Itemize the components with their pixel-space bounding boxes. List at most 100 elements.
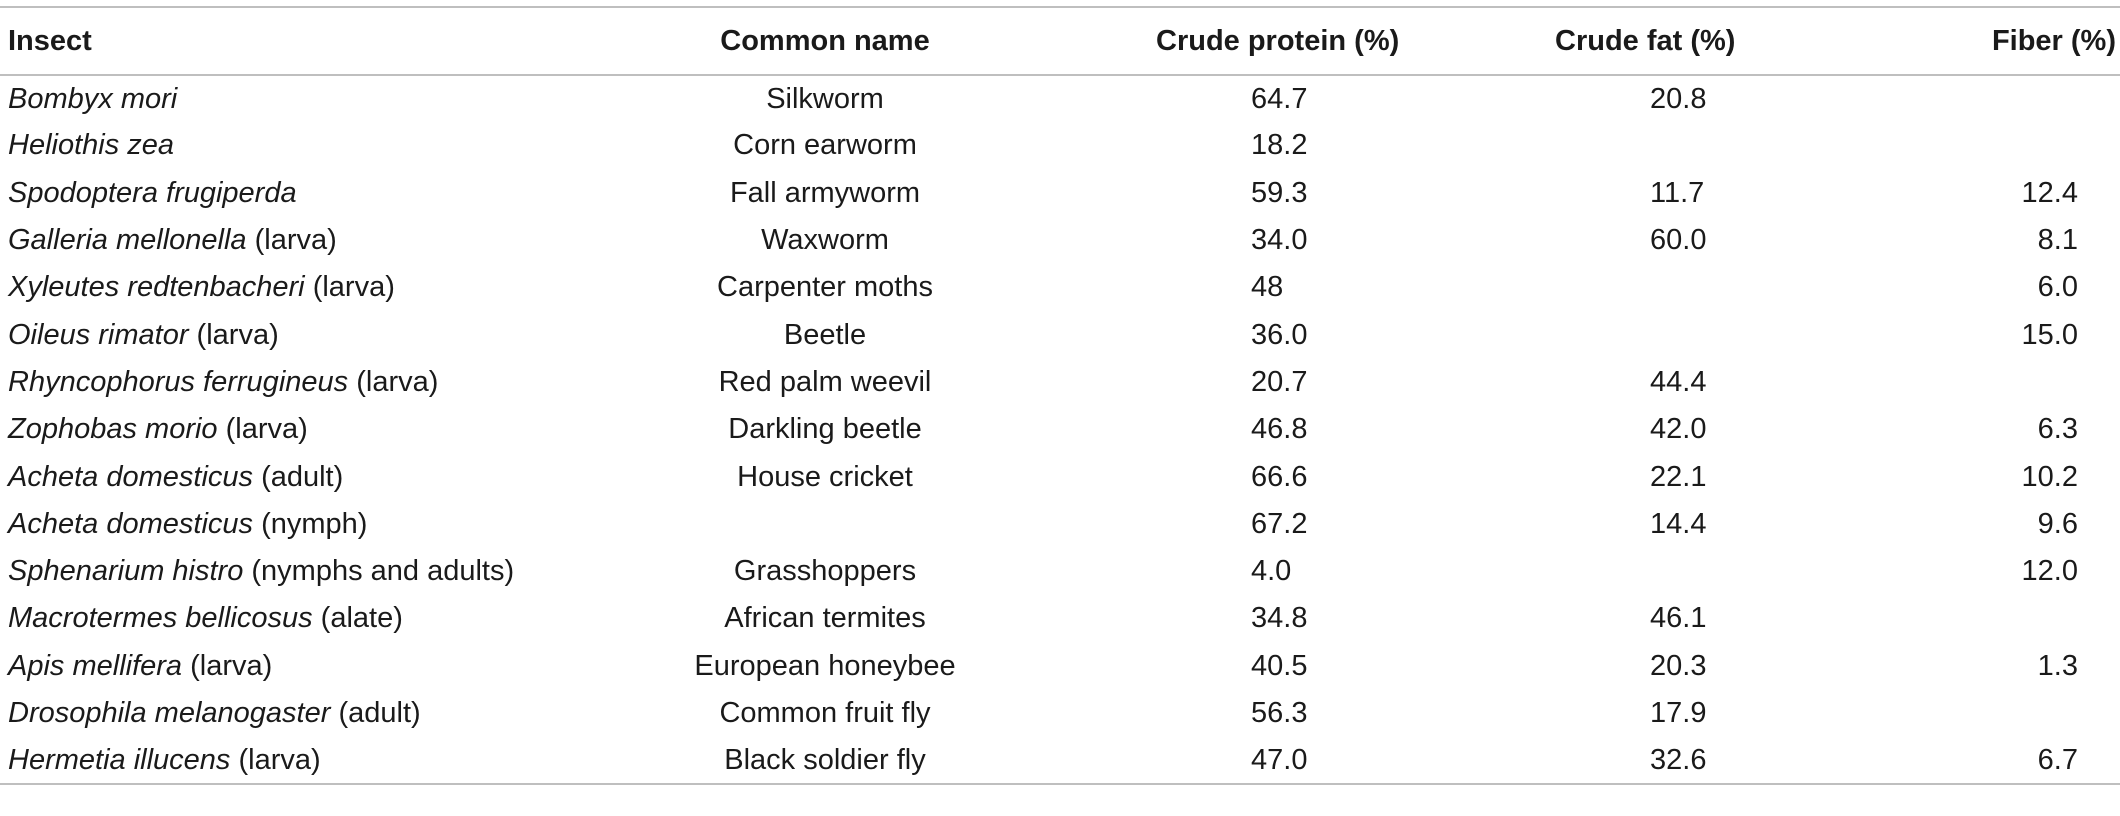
common-name-cell: Fall armyworm (729, 176, 921, 209)
crude-protein-cell: 66.6 (1251, 460, 1308, 493)
crude-protein-cell: 47.0 (1015, 737, 1453, 786)
insect-cell: Galleria mellonella (larva) (0, 217, 635, 264)
life-stage: (larva) (182, 649, 273, 682)
crude-fat-cell: 60.0 (1650, 224, 1707, 257)
scientific-name: Sphenarium histro (8, 555, 244, 588)
fiber-cell: 12.4 (2021, 176, 2078, 209)
header-row: Insect Common name Crude protein (%) Cru… (0, 6, 2120, 76)
table-header: Insect Common name Crude protein (%) Cru… (0, 6, 2120, 76)
scientific-name: Heliothis zea (8, 129, 175, 162)
crude-fat-cell: 11.7 (1650, 176, 1705, 209)
life-stage: (larva) (230, 743, 321, 776)
insect-cell: Zophobas morio (larva) (0, 406, 635, 453)
table-row: Macrotermes bellicosus (alate) African t… (0, 595, 2120, 642)
table-row: Bombyx mori Silkworm 64.7 20.8 (0, 75, 2120, 122)
fiber-cell (1855, 690, 2120, 737)
fiber-cell: 9.6 (2037, 507, 2078, 540)
crude-fat-cell: 17.9 (1650, 697, 1707, 729)
crude-fat-cell: 20.8 (1650, 82, 1707, 115)
fiber-cell (1855, 359, 2120, 406)
common-name-cell: Beetle (783, 318, 867, 351)
life-stage: (larva) (348, 365, 439, 398)
insect-cell: Apis mellifera (larva) (0, 643, 635, 690)
header-common-name: Common name (635, 6, 1015, 76)
insect-cell: Sphenarium histro (nymphs and adults) (0, 548, 635, 595)
scientific-name: Apis mellifera (8, 649, 183, 682)
life-stage: (larva) (217, 413, 308, 446)
common-name-cell: Grasshoppers (733, 555, 917, 588)
common-name-cell: Common fruit fly (719, 697, 931, 729)
table-row: Drosophila melanogaster (adult) Common f… (0, 690, 2120, 737)
scientific-name: Xyleutes redtenbacheri (8, 271, 305, 304)
insect-cell: Acheta domesticus (adult) (0, 453, 635, 500)
insect-nutrition-table: Insect Common name Crude protein (%) Cru… (0, 6, 2120, 786)
insect-cell: Hermetia illucens (larva) (0, 737, 635, 786)
insect-cell: Macrotermes bellicosus (alate) (0, 595, 635, 642)
fiber-cell (1855, 122, 2120, 169)
crude-fat-cell (1453, 311, 1855, 358)
scientific-name: Zophobas morio (8, 413, 218, 446)
life-stage: (nymphs and adults) (243, 555, 515, 588)
crude-fat-cell (1453, 548, 1855, 595)
crude-fat-cell: 44.4 (1650, 365, 1707, 398)
crude-fat-cell: 46.1 (1650, 602, 1707, 635)
table-row: Acheta domesticus (adult) House cricket … (0, 453, 2120, 500)
scientific-name: Spodoptera frugiperda (8, 176, 297, 209)
crude-fat-cell (1453, 264, 1855, 311)
table-row: Hermetia illucens (larva) Black soldier … (0, 737, 2120, 786)
header-crude-fat: Crude fat (%) (1453, 6, 1855, 76)
fiber-cell: 6.7 (1855, 737, 2120, 786)
common-name-cell: Corn earworm (733, 129, 917, 162)
scientific-name: Rhyncophorus ferrugineus (8, 365, 349, 398)
insect-cell: Bombyx mori (0, 75, 635, 122)
life-stage: (larva) (188, 318, 279, 351)
crude-fat-cell: 32.6 (1453, 737, 1855, 786)
common-name-cell: Waxworm (761, 224, 889, 257)
fiber-cell (1855, 75, 2120, 122)
table-row: Sphenarium histro (nymphs and adults) Gr… (0, 548, 2120, 595)
fiber-cell: 15.0 (2021, 318, 2078, 351)
scientific-name: Macrotermes bellicosus (8, 602, 313, 635)
common-name-cell: Red palm weevil (718, 365, 932, 398)
crude-protein-cell: 40.5 (1251, 649, 1308, 682)
crude-fat-cell: 14.4 (1650, 507, 1707, 540)
crude-protein-cell: 34.0 (1251, 224, 1308, 257)
crude-fat-cell (1453, 122, 1855, 169)
fiber-cell: 6.3 (2037, 413, 2078, 446)
life-stage: (nymph) (253, 507, 368, 540)
crude-protein-cell: 56.3 (1251, 697, 1308, 729)
common-name-cell: European honeybee (694, 649, 956, 682)
insect-cell: Heliothis zea (0, 122, 635, 169)
crude-protein-cell: 48 (1251, 271, 1284, 304)
insect-cell: Acheta domesticus (nymph) (0, 501, 635, 548)
life-stage: (larva) (246, 224, 337, 257)
scientific-name: Bombyx mori (8, 82, 178, 115)
header-fiber: Fiber (%) (1855, 6, 2120, 76)
common-name-cell: African termites (724, 602, 926, 635)
life-stage: (larva) (304, 271, 395, 304)
table-row: Rhyncophorus ferrugineus (larva) Red pal… (0, 359, 2120, 406)
fiber-cell: 6.0 (2037, 271, 2078, 304)
crude-protein-cell: 20.7 (1251, 365, 1308, 398)
crude-protein-cell: 67.2 (1251, 507, 1308, 540)
common-name-cell: Carpenter moths (717, 271, 933, 304)
crude-protein-cell: 36.0 (1251, 318, 1308, 351)
insect-cell: Spodoptera frugiperda (0, 170, 635, 217)
crude-protein-cell: 18.2 (1251, 129, 1308, 162)
insect-cell: Xyleutes redtenbacheri (larva) (0, 264, 635, 311)
crude-protein-cell: 4.0 (1251, 555, 1292, 588)
header-crude-protein: Crude protein (%) (1015, 6, 1453, 76)
life-stage: (adult) (253, 460, 344, 493)
scientific-name: Acheta domesticus (8, 507, 254, 540)
crude-fat-cell: 22.1 (1650, 460, 1707, 493)
table-row: Xyleutes redtenbacheri (larva) Carpenter… (0, 264, 2120, 311)
table-row: Acheta domesticus (nymph) 67.2 14.4 9.6 (0, 501, 2120, 548)
crude-protein-cell: 64.7 (1251, 82, 1308, 115)
table-row: Zophobas morio (larva) Darkling beetle 4… (0, 406, 2120, 453)
scientific-name: Oileus rimator (8, 318, 189, 351)
table-row: Spodoptera frugiperda Fall armyworm 59.3… (0, 170, 2120, 217)
fiber-cell: 12.0 (2021, 555, 2078, 588)
crude-fat-cell: 20.3 (1650, 649, 1707, 682)
insect-cell: Oileus rimator (larva) (0, 311, 635, 358)
table-body: Bombyx mori Silkworm 64.7 20.8 Heliothis… (0, 75, 2120, 786)
